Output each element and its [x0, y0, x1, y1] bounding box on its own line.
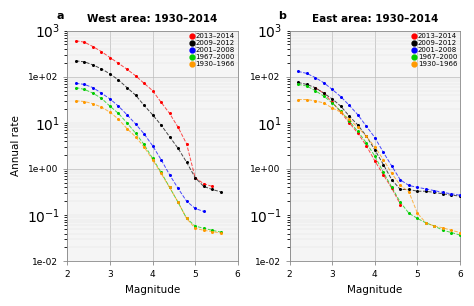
X-axis label: Magnitude: Magnitude — [347, 285, 402, 295]
Y-axis label: Annual rate: Annual rate — [11, 115, 21, 176]
Title: West area: 1930–2014: West area: 1930–2014 — [87, 14, 218, 24]
Text: b: b — [278, 11, 286, 21]
Text: a: a — [56, 11, 64, 21]
X-axis label: Magnitude: Magnitude — [125, 285, 180, 295]
Legend: 2013–2014, 2009–2012, 2001–2008, 1967–2000, 1930–1966: 2013–2014, 2009–2012, 2001–2008, 1967–20… — [190, 33, 236, 68]
Legend: 2013–2014, 2009–2012, 2001–2008, 1967–2000, 1930–1966: 2013–2014, 2009–2012, 2001–2008, 1967–20… — [412, 33, 458, 68]
Title: East area: 1930–2014: East area: 1930–2014 — [311, 14, 438, 24]
